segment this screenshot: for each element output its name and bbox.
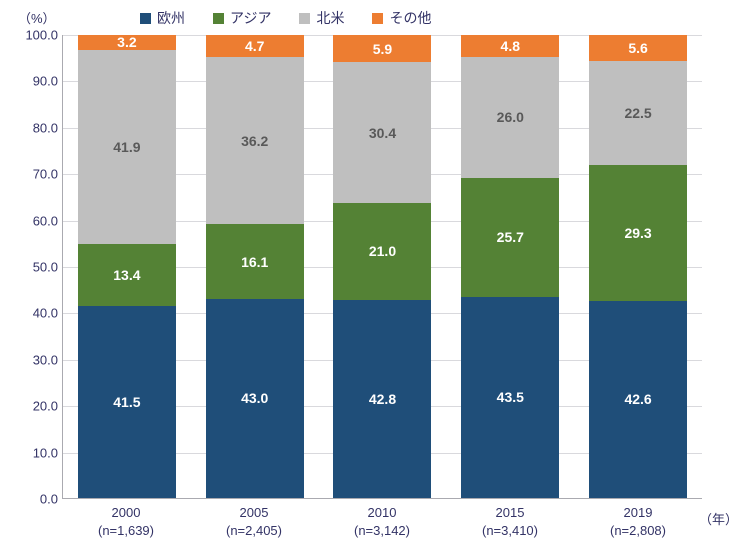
legend-label: アジア — [230, 8, 271, 28]
bar-segment: 30.4 — [333, 62, 431, 203]
y-tick-label: 40.0 — [12, 306, 58, 321]
legend-swatch — [299, 13, 310, 24]
bar-segment: 42.6 — [589, 301, 687, 498]
bars: 41.513.441.93.2 43.016.136.24.7 42.821.030… — [63, 35, 702, 498]
bar-segment: 41.9 — [78, 50, 176, 244]
bar-group: 43.016.136.24.7 — [206, 35, 304, 498]
bar-segment: 5.9 — [333, 35, 431, 62]
bar-segment: 43.0 — [206, 299, 304, 498]
y-axis-unit-label: （%） — [18, 8, 56, 27]
legend-label: 北米 — [316, 8, 344, 28]
y-tick-label: 60.0 — [12, 213, 58, 228]
legend-item-other: その他 — [372, 8, 431, 28]
bar-segment: 41.5 — [78, 306, 176, 498]
bar-segment: 29.3 — [589, 165, 687, 301]
legend-item-europe: 欧州 — [140, 8, 185, 28]
y-tick-label: 0.0 — [12, 492, 58, 507]
bar-group: 42.629.322.55.6 — [589, 35, 687, 498]
legend-label: その他 — [389, 8, 431, 28]
bar-segment: 42.8 — [333, 300, 431, 498]
bar-segment: 43.5 — [461, 297, 559, 498]
legend-swatch — [140, 13, 151, 24]
legend-item-na: 北米 — [299, 8, 344, 28]
y-tick-label: 50.0 — [12, 260, 58, 275]
y-tick-label: 90.0 — [12, 74, 58, 89]
x-tick-label: 2010(n=3,142) — [322, 504, 442, 540]
legend-item-asia: アジア — [213, 8, 271, 28]
x-tick-label: 2005(n=2,405) — [194, 504, 314, 540]
bar-segment: 13.4 — [78, 244, 176, 306]
y-tick-label: 80.0 — [12, 120, 58, 135]
bar-group: 42.821.030.45.9 — [333, 35, 431, 498]
legend: 欧州 アジア 北米 その他 — [140, 8, 431, 28]
bar-segment: 5.6 — [589, 35, 687, 61]
bar-segment: 4.8 — [461, 35, 559, 57]
bar-segment: 21.0 — [333, 203, 431, 300]
y-tick-label: 70.0 — [12, 167, 58, 182]
x-tick-label: 2015(n=3,410) — [450, 504, 570, 540]
y-tick-label: 30.0 — [12, 352, 58, 367]
bar-segment: 3.2 — [78, 35, 176, 50]
x-tick-label: 2019(n=2,808) — [578, 504, 698, 540]
x-axis-unit-label: （年） — [699, 509, 738, 528]
legend-swatch — [213, 13, 224, 24]
bar-segment: 26.0 — [461, 57, 559, 177]
bar-group: 43.525.726.04.8 — [461, 35, 559, 498]
stacked-bar-chart: （%） （年） 欧州 アジア 北米 その他 0.0 10.0 20.0 30.0 40.… — [0, 0, 750, 560]
bar-group: 41.513.441.93.2 — [78, 35, 176, 498]
y-tick-label: 10.0 — [12, 445, 58, 460]
bar-segment: 36.2 — [206, 57, 304, 225]
y-tick-label: 20.0 — [12, 399, 58, 414]
x-tick-label: 2000(n=1,639) — [66, 504, 186, 540]
bar-segment: 4.7 — [206, 35, 304, 57]
legend-label: 欧州 — [157, 8, 185, 28]
legend-swatch — [372, 13, 383, 24]
bar-segment: 22.5 — [589, 61, 687, 165]
y-tick-label: 100.0 — [12, 28, 58, 43]
bar-segment: 25.7 — [461, 178, 559, 297]
plot-area: 41.513.441.93.2 43.016.136.24.7 42.821.030… — [62, 35, 702, 499]
bar-segment: 16.1 — [206, 224, 304, 299]
